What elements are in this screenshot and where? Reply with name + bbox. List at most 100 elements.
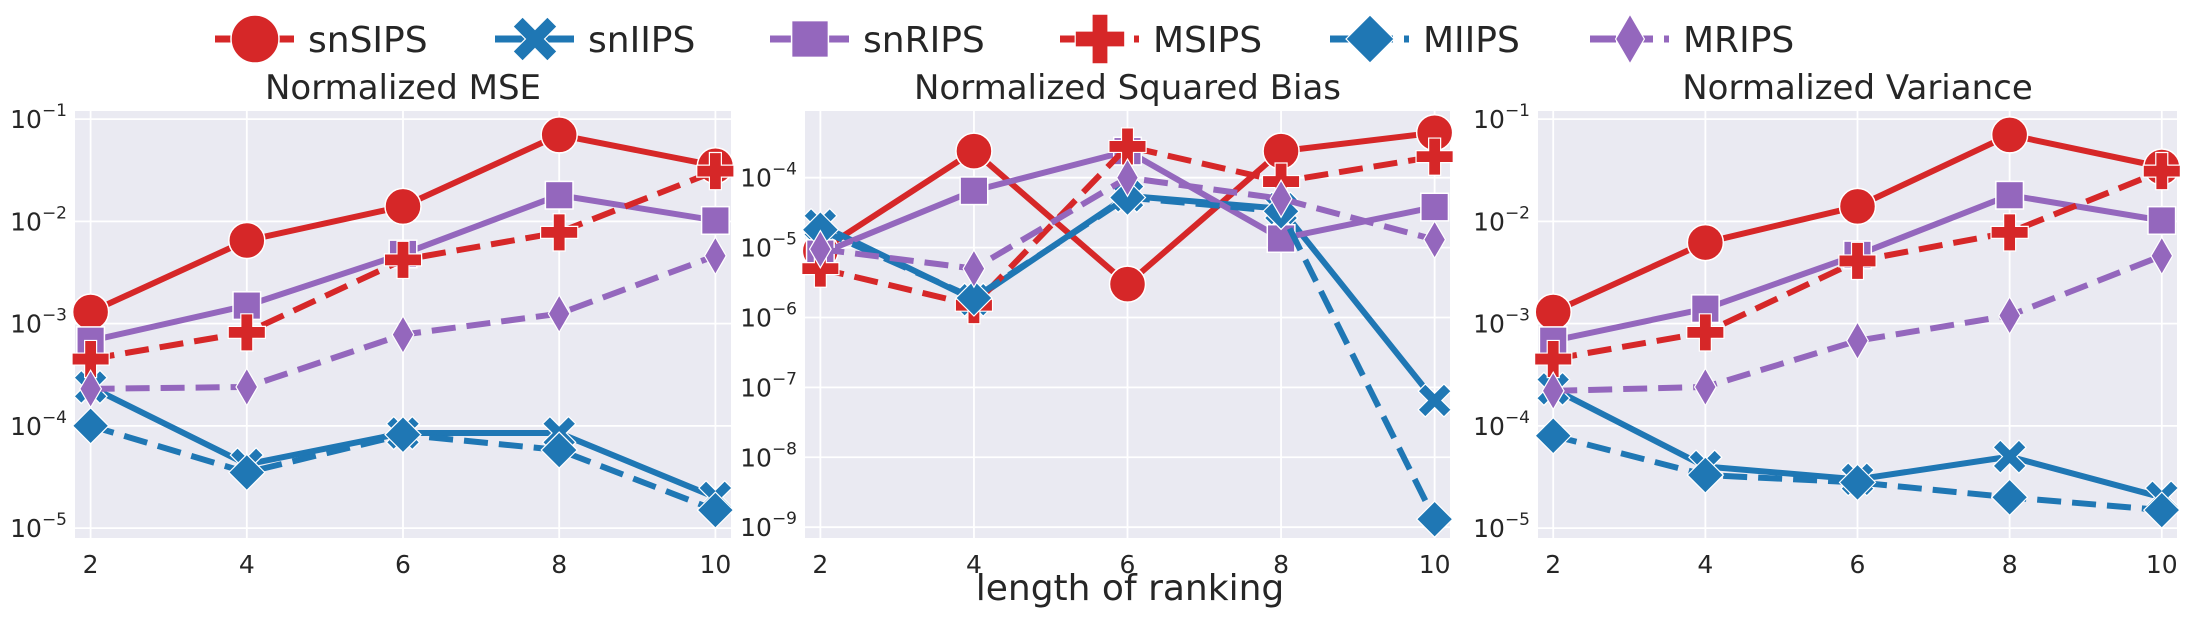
panel-2-point-snsips-1 <box>955 132 993 170</box>
panel-2-point-snrips-1 <box>959 176 989 206</box>
panel-1-point-msips-3 <box>539 213 579 252</box>
panel-3-series-miips <box>1534 416 2181 529</box>
panel-3-point-msips-4 <box>2142 151 2181 191</box>
panel-1-point-msips-4 <box>696 151 735 191</box>
panel-3-point-mrips-2 <box>1846 320 1869 361</box>
panel-3-point-mrips-3 <box>1998 295 2022 336</box>
panels: Normalized MSE 10−5 10−4 10−3 10−2 10−1 2 4 6 8 10… <box>10 68 2181 579</box>
panel-1-ytick-4: 10−1 <box>10 101 67 134</box>
legend-marker-miips <box>1345 14 1395 64</box>
panel-3-xtick-1: 4 <box>1697 550 1713 579</box>
panel-1-title: Normalized MSE <box>265 68 541 108</box>
panel-2-point-miips-2 <box>1108 178 1147 217</box>
panel-2-point-miips-4 <box>1415 500 1454 539</box>
panel-3-point-mrips-4 <box>2150 236 2174 276</box>
panel-1-point-miips-0 <box>71 406 110 445</box>
panel-1-ytick-1: 10−4 <box>10 408 67 441</box>
panel-3-point-miips-4 <box>2142 491 2181 529</box>
panel-3-point-miips-1 <box>1686 456 1725 494</box>
legend-entry-mrips: MRIPS <box>1590 13 1794 65</box>
panel-2-line-msips <box>819 143 1436 309</box>
legend-entry-msips: MSIPS <box>1060 13 1262 65</box>
panel-2-point-mrips-2 <box>1116 157 1139 198</box>
panel-1-point-miips-4 <box>696 491 735 529</box>
panel-3-xtick-3: 8 <box>2002 550 2018 579</box>
legend-label-snsips: snSIPS <box>308 20 428 61</box>
panel-3-point-msips-3 <box>1990 213 2029 252</box>
panel-2-title: Normalized Squared Bias <box>914 68 1341 108</box>
panel-1-series-snsips <box>71 116 735 331</box>
panel-2-ytick-1: 10−8 <box>740 439 797 472</box>
panel-3-series-snsips <box>1534 116 2181 331</box>
panel-2-point-mrips-0 <box>808 229 832 269</box>
panel-3-series-msips <box>1534 151 2181 379</box>
panel-1-point-snsips-2 <box>384 187 422 226</box>
panel-3-point-snsips-2 <box>1838 187 1877 226</box>
panel-1-xtick-1: 4 <box>239 550 255 579</box>
panel-3-point-snrips-3 <box>1995 180 2025 210</box>
panel-1-point-msips-2 <box>383 240 423 280</box>
legend-marker-msips <box>1074 13 1126 65</box>
panel-1-series <box>71 116 735 529</box>
panel-2-ytick-3: 10−6 <box>740 299 797 332</box>
panel-1-point-mrips-3 <box>547 293 571 334</box>
panel-3-point-snsips-1 <box>1686 223 1725 262</box>
panel-2-ytick-2: 10−7 <box>740 369 797 402</box>
panel-2-point-sniips-4 <box>1417 383 1452 418</box>
panel-1-point-msips-0 <box>71 339 110 379</box>
panel-1-series-mrips <box>79 236 727 409</box>
panel-3-point-miips-0 <box>1534 416 1573 455</box>
legend-label-msips: MSIPS <box>1153 20 1262 61</box>
panel-3-point-msips-0 <box>1534 339 1573 379</box>
panel-3-xtick-0: 2 <box>1545 550 1561 579</box>
panel-1-point-snsips-3 <box>540 116 578 154</box>
panel-3-ytick-0: 10−5 <box>1473 510 1530 543</box>
panel-3-point-mrips-1 <box>1693 367 1717 407</box>
panel-3-point-msips-1 <box>1686 313 1725 352</box>
panel-3-point-sniips-3 <box>1992 439 2027 474</box>
panel-2-point-snrips-4 <box>1420 192 1450 222</box>
panel-3-line-miips <box>1552 432 2163 514</box>
legend-entry-miips: MIIPS <box>1330 14 1520 64</box>
panel-3-point-miips-2 <box>1838 463 1877 502</box>
panel-1-point-msips-1 <box>227 313 267 352</box>
panel-2-series <box>801 113 1454 539</box>
x-axis-label: length of ranking <box>976 568 1285 609</box>
panel-2-xtick-2: 6 <box>1120 550 1136 579</box>
panel-2-point-mrips-4 <box>1423 219 1447 260</box>
panel-1: Normalized MSE 10−5 10−4 10−3 10−2 10−1 2 4 6 8 10 <box>10 68 735 579</box>
panel-2-ytick-0: 10−9 <box>740 509 797 542</box>
panel-3-ytick-1: 10−4 <box>1473 408 1530 441</box>
panel-2: Normalized Squared Bias 10−9 10−8 10−7 10−6 1… <box>740 68 1454 579</box>
panel-1-point-miips-2 <box>384 415 422 454</box>
panel-3-ytick-2: 10−3 <box>1473 306 1530 339</box>
legend-entry-sniips: snIIPS <box>495 16 695 62</box>
legend-label-snrips: snRIPS <box>863 20 985 61</box>
panel-1-point-mrips-1 <box>235 367 259 407</box>
panel-3-point-msips-2 <box>1838 241 1877 281</box>
panel-1-point-mrips-0 <box>79 369 103 409</box>
panel-1-point-snsips-1 <box>228 221 266 260</box>
panel-1-ytick-3: 10−2 <box>10 203 67 236</box>
panel-2-ytick-5: 10−4 <box>740 160 797 193</box>
panel-1-ytick-0: 10−5 <box>10 510 67 543</box>
legend-label-sniips: snIIPS <box>588 20 695 61</box>
legend-marker-sniips <box>512 16 558 62</box>
legend-label-mrips: MRIPS <box>1683 20 1794 61</box>
panel-1-ytick-2: 10−3 <box>10 306 67 339</box>
panel-1-series-msips <box>71 151 735 379</box>
panel-3-point-miips-3 <box>1990 478 2029 517</box>
panel-3: Normalized Variance 10−5 10−4 10−3 10−2 10−1 2… <box>1473 68 2181 579</box>
panel-2-xtick-3: 8 <box>1273 550 1289 579</box>
panel-1-point-mrips-4 <box>703 236 727 276</box>
panel-1-point-snrips-4 <box>700 205 730 236</box>
legend-label-miips: MIIPS <box>1423 20 1520 61</box>
panel-3-point-mrips-0 <box>1541 371 1565 411</box>
panel-2-series-mrips <box>808 157 1447 289</box>
panel-1-point-snsips-0 <box>71 293 110 331</box>
panel-1-series-miips <box>71 406 735 529</box>
panel-1-xtick-2: 6 <box>395 550 411 579</box>
panel-3-title: Normalized Variance <box>1682 68 2033 108</box>
legend-entry-snsips: snSIPS <box>215 14 428 64</box>
